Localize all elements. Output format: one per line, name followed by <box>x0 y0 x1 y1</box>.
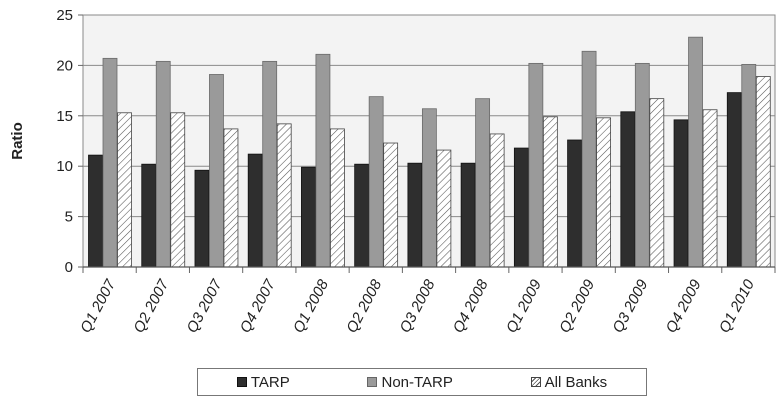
legend-label-non-tarp: Non-TARP <box>381 373 453 391</box>
bar-all-banks <box>596 117 611 268</box>
x-tick-label: Q1 2007 <box>77 276 119 335</box>
y-tick-label: 0 <box>65 259 73 276</box>
bar-non-tarp <box>421 108 437 268</box>
legend-swatch-non-tarp <box>367 377 378 387</box>
legend-item-all-banks: All Banks <box>530 373 608 391</box>
bar-all-banks <box>223 128 239 268</box>
bar-tarp <box>407 162 423 268</box>
x-tick-label: Q1 2009 <box>503 276 545 335</box>
x-axis-ticks: Q1 2007 Q2 2007 Q3 2007 Q4 2007 Q1 2008 Q2 20… <box>77 266 776 336</box>
legend-label-tarp: TARP <box>250 373 290 391</box>
bar-all-banks <box>542 116 558 268</box>
bar-all-banks <box>436 149 452 268</box>
bar-tarp <box>247 153 263 268</box>
bar-all-banks <box>330 128 345 268</box>
bar-tarp <box>460 162 476 268</box>
x-tick-label: Q4 2007 <box>237 276 279 335</box>
y-tick-label: 10 <box>56 158 73 175</box>
bar-tarp <box>567 139 582 268</box>
bar-non-tarp <box>368 96 384 268</box>
x-tick-label: Q4 2009 <box>663 276 705 335</box>
bar-all-banks <box>383 142 399 268</box>
bar-tarp <box>194 169 210 268</box>
legend-swatch-all-banks <box>530 377 541 387</box>
bar-tarp <box>141 163 157 268</box>
y-tick-label: 20 <box>56 57 73 74</box>
bar-tarp <box>354 163 370 268</box>
x-tick-label: Q3 2007 <box>184 276 226 335</box>
bar-all-banks <box>489 133 505 268</box>
bar-non-tarp <box>581 50 597 268</box>
bar-non-tarp <box>155 60 171 268</box>
x-tick-label: Q3 2009 <box>609 276 651 335</box>
x-tick-label: Q4 2008 <box>450 276 492 335</box>
bar-tarp <box>726 92 742 268</box>
x-tick-label: Q1 2010 <box>716 276 758 335</box>
bar-all-banks <box>276 123 292 268</box>
bar-all-banks <box>755 76 771 268</box>
bar-all-banks <box>117 112 132 268</box>
y-axis-label: Ratio <box>9 122 26 160</box>
x-tick-label: Q3 2008 <box>397 276 439 335</box>
bar-non-tarp <box>209 74 224 268</box>
y-tick-label: 5 <box>65 209 73 226</box>
legend-swatch-tarp <box>236 377 247 387</box>
y-tick-label: 25 <box>56 7 73 24</box>
bar-tarp <box>301 166 316 268</box>
legend: TARP Non-TARP All Banks <box>197 368 647 396</box>
bar-tarp <box>673 119 689 268</box>
y-axis-ticks: 0 5 10 15 20 25 <box>56 7 83 276</box>
bar-non-tarp <box>262 60 278 268</box>
x-tick-label: Q2 2007 <box>130 276 172 335</box>
bar-all-banks <box>170 112 186 268</box>
legend-item-tarp: TARP <box>236 373 290 391</box>
bar-all-banks <box>649 98 665 268</box>
bar-non-tarp <box>741 63 757 268</box>
x-tick-label: Q1 2008 <box>290 276 332 335</box>
bar-tarp <box>513 147 529 268</box>
bar-tarp <box>88 154 103 268</box>
legend-item-non-tarp: Non-TARP <box>367 373 453 391</box>
legend-label-all-banks: All Banks <box>544 373 608 391</box>
bar-non-tarp <box>315 53 331 268</box>
bar-non-tarp <box>475 98 491 268</box>
bar-non-tarp <box>102 57 118 268</box>
x-tick-label: Q2 2008 <box>343 276 385 335</box>
y-tick-label: 15 <box>56 108 73 125</box>
bar-non-tarp <box>634 62 650 268</box>
bar-all-banks <box>702 109 718 268</box>
bar-tarp <box>620 111 636 268</box>
bar-non-tarp <box>688 36 703 268</box>
bar-non-tarp <box>528 62 544 268</box>
x-tick-label: Q2 2009 <box>556 276 598 335</box>
